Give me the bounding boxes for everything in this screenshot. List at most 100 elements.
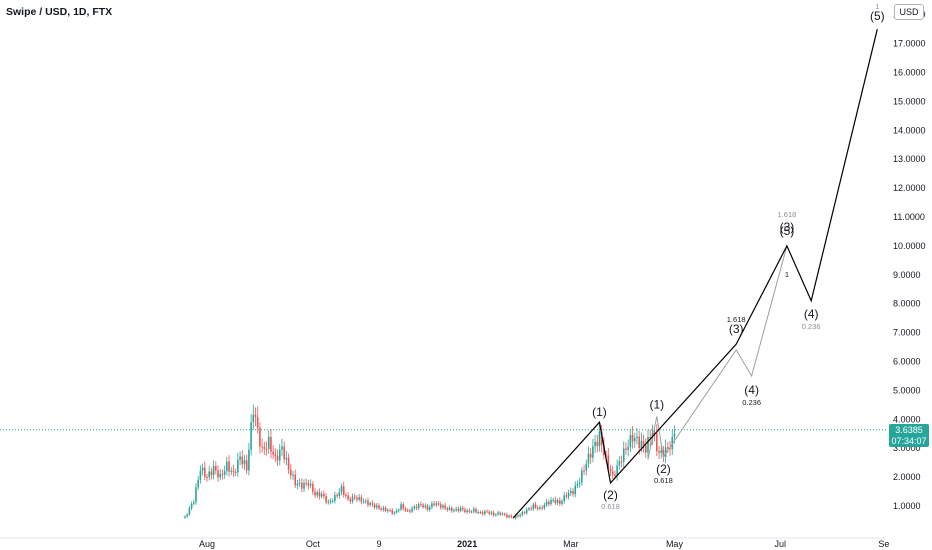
y-tick-label: 14.0000 — [893, 125, 926, 135]
candle — [523, 512, 526, 514]
candle — [382, 507, 385, 510]
candle — [631, 434, 634, 442]
candle — [578, 482, 581, 484]
candle — [468, 510, 471, 512]
candle — [633, 438, 636, 442]
candle — [283, 446, 285, 460]
fib-ratio-label: 1 — [875, 2, 879, 11]
candle — [475, 508, 477, 513]
candle — [536, 507, 539, 509]
candle — [334, 495, 336, 501]
candle — [331, 500, 334, 502]
fib-ratio-label: 0.618 — [601, 502, 620, 511]
wave-label: (2) — [603, 488, 618, 502]
candle — [625, 448, 627, 450]
candle — [259, 427, 261, 447]
candle — [464, 509, 466, 513]
candle — [241, 456, 244, 465]
candle — [417, 504, 420, 509]
candle — [342, 486, 345, 495]
candle — [212, 466, 215, 476]
candle — [479, 512, 482, 514]
candle — [203, 467, 206, 477]
y-tick-label: 1.0000 — [893, 501, 921, 511]
candle — [404, 508, 407, 511]
y-tick-label: 13.0000 — [893, 154, 926, 164]
candle — [669, 448, 671, 450]
candle — [616, 465, 618, 476]
candle — [285, 457, 288, 460]
candle — [336, 495, 338, 497]
candle — [250, 422, 252, 450]
candle — [594, 441, 596, 447]
candle — [210, 471, 213, 476]
candle — [393, 512, 396, 514]
candle — [528, 508, 530, 510]
candle — [314, 491, 316, 496]
candle — [349, 499, 352, 502]
candle — [484, 511, 486, 515]
candle — [263, 446, 266, 449]
candle — [345, 494, 347, 496]
candle — [455, 508, 457, 511]
candle — [517, 515, 519, 517]
candle — [380, 508, 382, 510]
candle — [217, 470, 219, 478]
candle — [367, 500, 369, 505]
y-tick-label: 15.0000 — [893, 96, 926, 106]
wave-label: (5) — [870, 9, 885, 23]
candle — [488, 511, 491, 514]
candle — [329, 501, 332, 503]
y-tick-label: 2.0000 — [893, 472, 921, 482]
candle — [312, 483, 314, 492]
candle — [446, 508, 449, 510]
wave-label: (4) — [804, 307, 819, 321]
wave-label: (4) — [744, 383, 759, 397]
candle — [589, 453, 592, 458]
candle — [519, 514, 521, 517]
candle — [230, 470, 233, 472]
fib-ratio-label: 1 — [785, 270, 789, 279]
candle — [627, 447, 629, 450]
x-tick-label: 9 — [376, 539, 381, 549]
candle — [501, 513, 504, 515]
candle — [389, 510, 391, 512]
candle — [673, 433, 676, 437]
wave-label: (1) — [649, 397, 664, 411]
candle — [453, 510, 455, 512]
candle — [552, 499, 554, 501]
candle — [325, 496, 327, 503]
candle — [316, 492, 319, 496]
y-tick-label: 11.0000 — [893, 212, 925, 222]
candle — [219, 473, 222, 478]
candle — [208, 471, 211, 478]
candle — [473, 508, 475, 512]
y-tick-label: 5.0000 — [893, 385, 921, 395]
candle — [426, 505, 429, 510]
candle — [477, 512, 480, 514]
x-tick-label: Jul — [775, 539, 787, 549]
candle — [470, 511, 473, 513]
fib-ratio-label: 0.618 — [654, 476, 673, 485]
candle — [318, 492, 321, 497]
candle — [289, 469, 292, 476]
candle — [461, 508, 464, 510]
candle — [644, 445, 647, 453]
candle — [510, 515, 513, 518]
candle — [656, 433, 658, 452]
candle — [413, 506, 416, 509]
candle — [534, 504, 537, 508]
currency-button[interactable]: USD — [894, 4, 924, 20]
last-price-tag: 3.6385 07:34:07 — [889, 424, 929, 447]
candle — [424, 505, 427, 508]
bar-countdown: 07:34:07 — [891, 435, 927, 446]
candle — [431, 503, 433, 508]
candle — [583, 470, 585, 472]
candle — [254, 414, 257, 418]
candle — [265, 448, 268, 450]
time-axis[interactable]: Aug Oct 9 2021 Mar May Jul Se — [0, 537, 889, 549]
candle — [486, 511, 488, 513]
candle — [607, 455, 610, 469]
candle — [457, 508, 460, 511]
